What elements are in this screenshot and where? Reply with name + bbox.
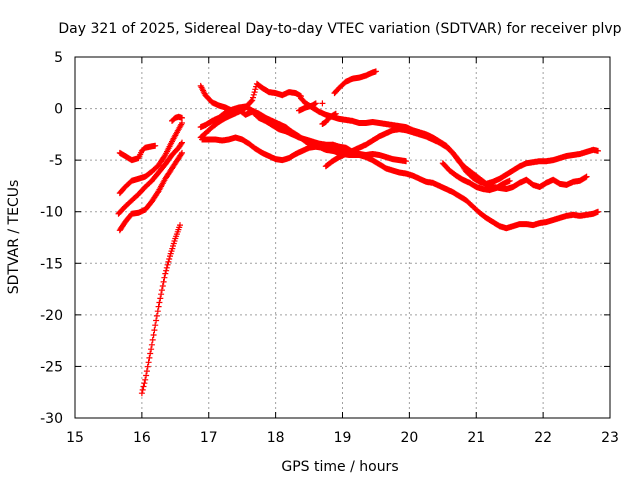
- y-tick-label: 0: [54, 102, 63, 118]
- y-tick-label: -5: [49, 153, 63, 169]
- x-tick-label: 19: [334, 430, 352, 446]
- series-arc-d: [116, 149, 185, 234]
- x-tick-label: 20: [400, 430, 418, 446]
- marker-path: [296, 100, 319, 114]
- y-tick-label: -15: [40, 256, 63, 272]
- series-arc-i: [197, 103, 409, 165]
- marker-path: [319, 100, 326, 107]
- y-axis-label: SDTVAR / TECUs: [6, 180, 22, 295]
- series-arc-b: [116, 120, 185, 197]
- marker-path: [138, 222, 183, 397]
- series-arc-m: [439, 160, 513, 194]
- y-tick-label: 5: [54, 50, 63, 66]
- chart-title: Day 321 of 2025, Sidereal Day-to-day VTE…: [58, 21, 621, 37]
- x-tick-label: 18: [267, 430, 285, 446]
- y-tick-label: -10: [40, 205, 63, 221]
- x-tick-label: 23: [601, 430, 619, 446]
- x-axis-label: GPS time / hours: [281, 459, 398, 475]
- tick-labels: 15 16 17 18 19 20 21 22 23 5 0 -5 -10 -15 -20 -25 -30: [40, 50, 619, 446]
- grid: [75, 57, 610, 418]
- marker-path: [115, 139, 185, 217]
- series-arc-r: [329, 141, 369, 159]
- series-arc-f: [138, 222, 183, 397]
- marker-path: [329, 141, 369, 159]
- series-arc-q: [331, 68, 379, 97]
- x-tick-label: 21: [467, 430, 485, 446]
- series-arc-c: [115, 139, 185, 217]
- marker-path: [439, 160, 513, 194]
- marker-path: [298, 95, 590, 192]
- x-tick-label: 16: [133, 430, 151, 446]
- y-tick-label: -20: [40, 308, 63, 324]
- x-tick-label: 15: [66, 430, 84, 446]
- marker-path: [169, 113, 185, 124]
- series-arc-a: [116, 142, 159, 164]
- marker-path: [197, 103, 409, 165]
- axis-ticks: [74, 56, 611, 419]
- series-arc-l: [298, 95, 590, 192]
- marker-path: [116, 120, 185, 197]
- series-arc-g: [197, 82, 601, 232]
- data-markers: [115, 68, 601, 397]
- y-tick-label: -30: [40, 411, 63, 427]
- series-arc-e: [169, 113, 185, 124]
- x-tick-label: 17: [200, 430, 218, 446]
- y-tick-label: -25: [40, 359, 63, 375]
- series-arc-n: [296, 100, 319, 114]
- x-tick-label: 22: [534, 430, 552, 446]
- series-arc-o: [319, 110, 339, 127]
- series-arc-p: [319, 100, 326, 107]
- marker-path: [331, 68, 379, 97]
- marker-path: [116, 142, 159, 164]
- marker-path: [116, 149, 185, 234]
- marker-path: [197, 82, 601, 232]
- marker-path: [319, 110, 339, 127]
